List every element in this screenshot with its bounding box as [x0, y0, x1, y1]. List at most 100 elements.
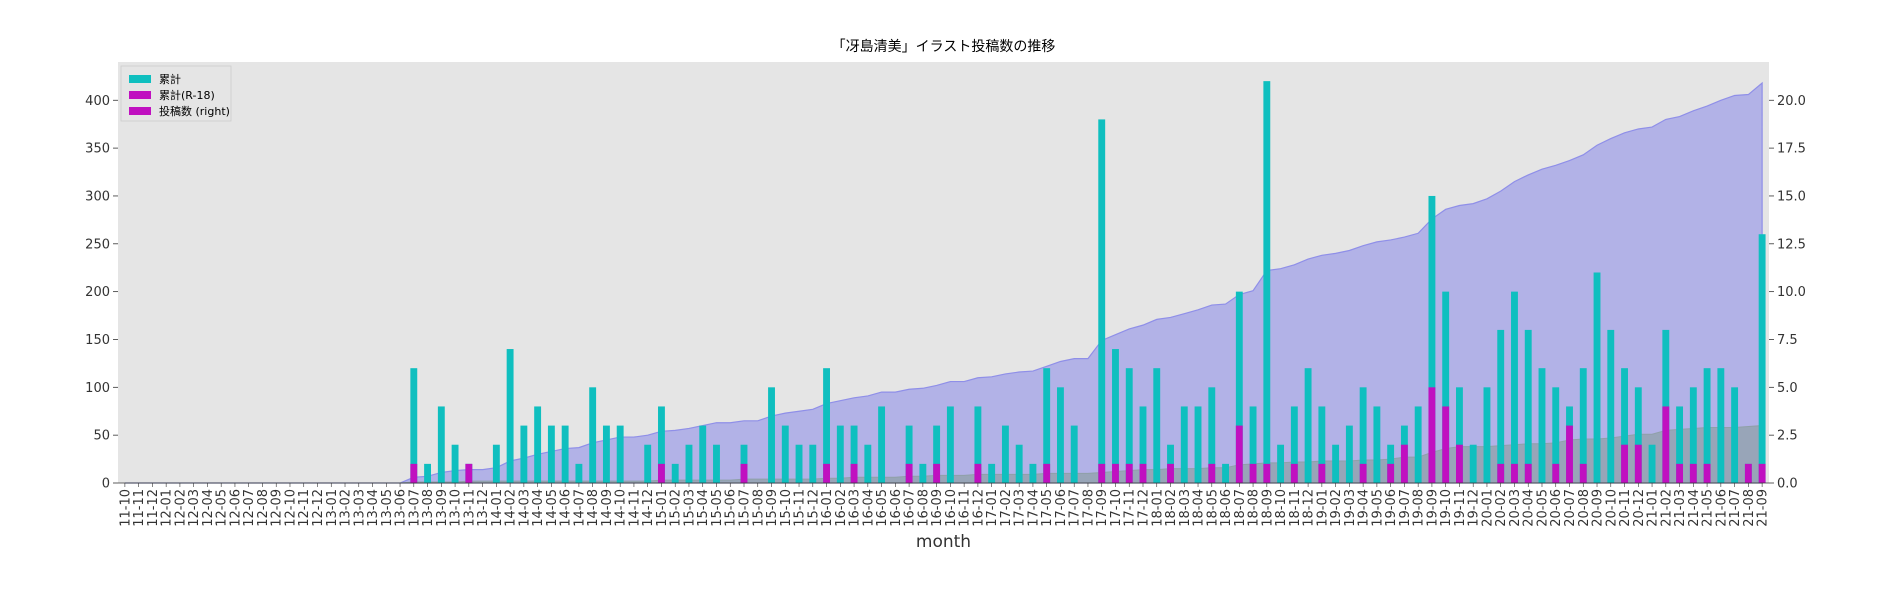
bar-posts-r18 — [1455, 444, 1463, 483]
x-tick-label: 14-11 — [627, 489, 642, 527]
bar-posts — [561, 425, 569, 483]
x-tick-label: 16-05 — [875, 489, 890, 527]
bar-posts — [1689, 387, 1697, 483]
x-tick-label: 13-10 — [449, 489, 464, 527]
bar-posts — [946, 406, 954, 483]
bar-posts — [1373, 406, 1381, 483]
x-tick-label: 20-12 — [1632, 489, 1647, 527]
bar-posts — [1263, 81, 1271, 484]
x-tick-label: 14-01 — [490, 489, 505, 527]
y-right-tick-label: 20.0 — [1777, 94, 1806, 109]
x-tick-label: 18-06 — [1219, 489, 1234, 527]
bar-posts-r18 — [1112, 463, 1119, 483]
bar-posts — [864, 444, 872, 483]
x-tick-label: 13-12 — [476, 489, 491, 527]
bar-posts — [1098, 119, 1106, 483]
x-tick-label: 17-11 — [1123, 489, 1138, 527]
x-tick-label: 15-06 — [724, 489, 739, 527]
x-tick-label: 18-05 — [1205, 489, 1220, 527]
x-tick-label: 16-03 — [848, 489, 863, 527]
x-tick-label: 20-11 — [1618, 489, 1633, 527]
bar-posts — [506, 349, 514, 483]
x-tick-label: 13-01 — [325, 489, 340, 527]
x-tick-label: 19-07 — [1398, 489, 1413, 527]
bar-posts-r18 — [1442, 406, 1450, 483]
bar-posts — [1662, 329, 1670, 483]
x-tick-label: 16-06 — [889, 489, 904, 527]
bar-posts-r18 — [1400, 444, 1408, 483]
x-tick-label: 18-02 — [1164, 489, 1179, 527]
bar-posts — [988, 463, 996, 483]
bar-posts-r18 — [1621, 444, 1628, 483]
bar-posts — [1112, 349, 1119, 483]
x-tick-label: 15-08 — [751, 489, 766, 527]
bar-posts — [547, 425, 555, 483]
bar-posts-r18 — [1290, 463, 1298, 483]
bar-posts — [616, 425, 624, 483]
x-tick-label: 19-01 — [1315, 489, 1330, 527]
bar-posts-r18 — [1098, 463, 1106, 483]
x-tick-label: 11-12 — [146, 489, 161, 527]
bar-posts — [1029, 463, 1037, 483]
bar-posts — [1015, 444, 1023, 483]
bar-posts-r18 — [1662, 406, 1670, 483]
bar-posts — [699, 425, 707, 483]
x-tick-label: 17-03 — [1013, 489, 1028, 527]
x-tick-label: 21-08 — [1742, 489, 1757, 527]
x-tick-label: 19-05 — [1370, 489, 1385, 527]
bar-posts — [1153, 368, 1161, 483]
x-tick-label: 18-07 — [1233, 489, 1248, 527]
x-tick-label: 13-03 — [352, 489, 367, 527]
x-tick-label: 15-09 — [765, 489, 780, 527]
x-tick-label: 17-09 — [1095, 489, 1110, 527]
bar-posts-r18 — [823, 463, 830, 483]
x-tick-label: 16-12 — [971, 489, 986, 527]
bar-posts-r18 — [658, 463, 665, 483]
bar-posts — [1731, 387, 1739, 483]
x-tick-label: 14-07 — [572, 489, 587, 527]
y-right-tick-label: 17.5 — [1777, 142, 1806, 157]
x-tick-label: 16-10 — [944, 489, 959, 527]
x-tick-label: 21-03 — [1673, 489, 1688, 527]
x-tick-label: 15-03 — [682, 489, 697, 527]
x-tick-label: 17-07 — [1068, 489, 1083, 527]
bar-posts — [1222, 463, 1229, 483]
bar-posts — [1414, 406, 1422, 483]
x-tick-label: 15-12 — [806, 489, 821, 527]
x-tick-label: 16-01 — [820, 489, 835, 527]
bar-posts-r18 — [933, 463, 941, 483]
y-tick-label: 300 — [85, 189, 110, 204]
x-tick-label: 14-02 — [504, 489, 519, 527]
chart-title: 「冴島清美」イラスト投稿数の推移 — [832, 39, 1056, 55]
bar-posts — [781, 425, 789, 483]
bar-posts — [933, 425, 941, 483]
x-tick-label: 15-10 — [779, 489, 794, 527]
legend-swatch — [129, 75, 151, 83]
x-tick-label: 14-08 — [586, 489, 601, 527]
y-right-tick-label: 0.0 — [1777, 477, 1798, 492]
bar-posts — [424, 463, 432, 483]
bar-posts-r18 — [1524, 463, 1532, 483]
bar-posts-r18 — [1387, 463, 1395, 483]
x-tick-label: 14-10 — [614, 489, 629, 527]
bar-posts — [1290, 406, 1298, 483]
bar-posts — [492, 444, 500, 483]
x-tick-label: 12-06 — [228, 489, 243, 527]
x-tick-label: 12-05 — [215, 489, 230, 527]
x-tick-label: 15-05 — [710, 489, 725, 527]
bar-posts — [1483, 387, 1491, 483]
bar-posts — [1304, 368, 1312, 483]
x-tick-label: 17-01 — [985, 489, 1000, 527]
bar-posts — [534, 406, 542, 483]
x-tick-label: 21-02 — [1659, 489, 1674, 527]
bar-posts — [1277, 444, 1285, 483]
x-tick-label: 16-04 — [861, 489, 876, 527]
bar-posts-r18 — [1263, 463, 1271, 483]
bar-posts — [1758, 234, 1766, 483]
bar-posts-r18 — [1676, 463, 1684, 483]
x-tick-label: 15-02 — [669, 489, 684, 527]
x-tick-label: 19-06 — [1384, 489, 1399, 527]
bar-posts — [1235, 291, 1243, 483]
y-tick-label: 400 — [85, 94, 110, 109]
bar-posts — [1057, 387, 1064, 483]
